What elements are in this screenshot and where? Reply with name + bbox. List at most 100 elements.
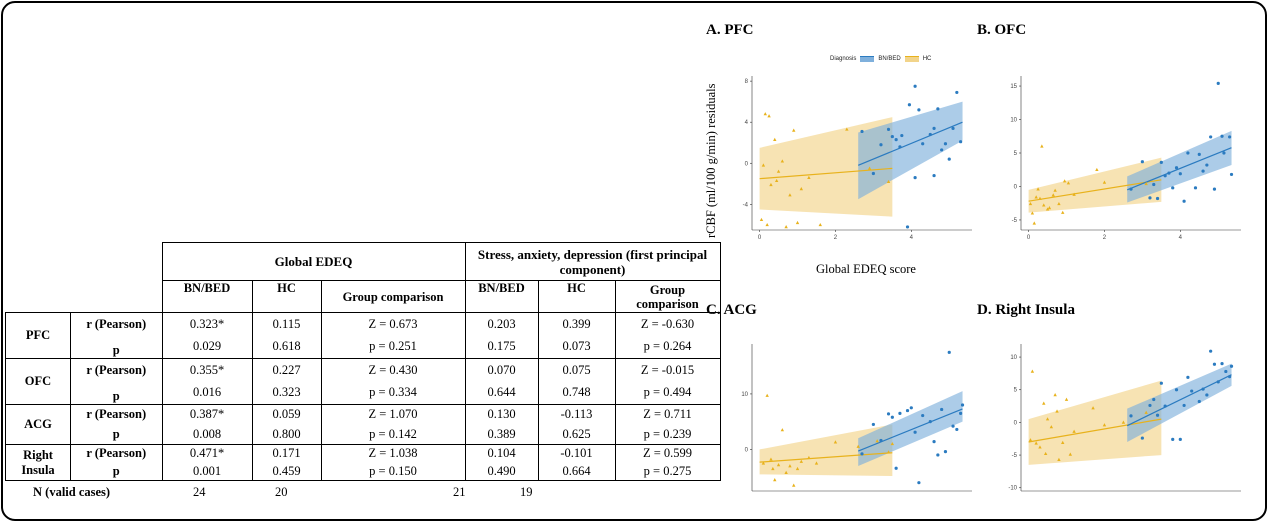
point-hc bbox=[1061, 210, 1065, 214]
point-bn-bed bbox=[1140, 436, 1144, 440]
point-bn-bed bbox=[913, 84, 917, 88]
point-bn-bed bbox=[1201, 387, 1205, 391]
legend-title: Diagnosis bbox=[830, 56, 857, 62]
x-tick-label: 2 bbox=[1103, 235, 1107, 241]
point-bn-bed bbox=[917, 108, 921, 112]
point-bn-bed bbox=[1129, 414, 1133, 418]
point-hc bbox=[799, 459, 804, 463]
point-hc bbox=[784, 470, 788, 474]
x-tick-label: 0 bbox=[1027, 235, 1031, 241]
point-bn-bed bbox=[943, 142, 948, 146]
point-hc bbox=[807, 455, 811, 460]
point-bn-bed bbox=[955, 427, 959, 432]
table-row: ACG r (Pearson) 0.387* 0.059 Z = 1.070 0… bbox=[5, 404, 721, 445]
chart-acg: 0 10 bbox=[741, 344, 972, 492]
point-hc bbox=[1043, 451, 1048, 456]
table-row: p 0.001 0.459 p = 0.150 0.490 0.664 p = … bbox=[6, 462, 721, 481]
subheader-hc: HC bbox=[538, 280, 616, 313]
point-hc bbox=[1028, 438, 1033, 442]
point-hc bbox=[1055, 409, 1059, 413]
fit-line-bn-bed bbox=[1126, 374, 1232, 427]
y-tick-label: 0 bbox=[745, 447, 749, 453]
point-hc bbox=[1091, 406, 1095, 410]
point-hc bbox=[1066, 181, 1071, 185]
point-hc bbox=[807, 175, 811, 179]
point-bn-bed bbox=[879, 438, 883, 443]
point-hc bbox=[1053, 393, 1057, 397]
table-row: p 0.016 0.323 p = 0.334 0.644 0.748 p = … bbox=[6, 381, 721, 405]
point-hc bbox=[886, 450, 891, 454]
y-tick-label: 5 bbox=[1014, 388, 1018, 394]
point-hc bbox=[1102, 180, 1107, 184]
point-bn-bed bbox=[932, 440, 936, 444]
point-hc bbox=[767, 114, 771, 118]
x-tick-label: 0 bbox=[758, 235, 762, 241]
point-hc bbox=[769, 457, 773, 461]
y-axis-label: rCBF (ml/100 g/min) residuals bbox=[704, 83, 718, 238]
point-bn-bed bbox=[1197, 152, 1201, 156]
point-bn-bed bbox=[959, 140, 963, 144]
n-value: 24 bbox=[193, 485, 206, 499]
point-bn-bed bbox=[886, 412, 891, 416]
point-hc bbox=[773, 137, 777, 141]
point-hc bbox=[799, 187, 804, 191]
point-hc bbox=[1038, 445, 1042, 449]
point-bn-bed bbox=[1229, 172, 1234, 177]
point-bn-bed bbox=[1178, 172, 1182, 176]
point-hc bbox=[1028, 201, 1033, 206]
y-tick-label: -4 bbox=[743, 202, 749, 208]
point-bn-bed bbox=[890, 415, 894, 419]
chart-ofc: -5 0 5 10 15 0 2 4 bbox=[1010, 76, 1241, 241]
fit-line-hc bbox=[1028, 418, 1162, 443]
subheader-group-comparison: Group comparison bbox=[321, 280, 466, 313]
point-bn-bed bbox=[1163, 174, 1167, 178]
point-hc bbox=[1061, 440, 1065, 444]
subheader-bn-bed: BN/BED bbox=[162, 280, 253, 313]
point-bn-bed bbox=[936, 107, 940, 111]
point-hc bbox=[774, 178, 779, 183]
y-tick-label: 10 bbox=[741, 392, 748, 398]
point-bn-bed bbox=[960, 403, 965, 407]
point-bn-bed bbox=[1174, 166, 1179, 170]
x-tick-label: 4 bbox=[910, 235, 914, 241]
point-bn-bed bbox=[898, 411, 902, 415]
y-tick-label: -10 bbox=[1008, 486, 1017, 492]
y-tick-label: 0 bbox=[745, 161, 749, 167]
point-bn-bed bbox=[1212, 362, 1217, 366]
point-hc bbox=[759, 217, 764, 222]
point-hc bbox=[771, 466, 775, 471]
table-row: PFC r (Pearson) 0.323* 0.115 Z = 0.673 0… bbox=[5, 312, 721, 359]
point-hc bbox=[769, 182, 773, 187]
legend-label-hc: HC bbox=[922, 56, 932, 62]
point-bn-bed bbox=[905, 408, 910, 413]
point-bn-bed bbox=[947, 350, 951, 354]
y-tick-label: 8 bbox=[745, 79, 749, 85]
point-bn-bed bbox=[1197, 399, 1201, 404]
point-bn-bed bbox=[1209, 135, 1213, 139]
y-tick-label: 5 bbox=[1014, 151, 1018, 157]
y-tick-label: 4 bbox=[745, 120, 749, 126]
point-hc bbox=[763, 112, 767, 116]
point-bn-bed bbox=[947, 157, 951, 161]
point-bn-bed bbox=[1193, 186, 1198, 190]
point-bn-bed bbox=[1129, 187, 1133, 191]
point-bn-bed bbox=[907, 103, 912, 107]
table-row: OFC r (Pearson) 0.355* 0.227 Z = 0.430 0… bbox=[5, 358, 721, 405]
point-hc bbox=[1102, 423, 1107, 427]
legend-swatch-hc bbox=[904, 56, 919, 62]
legend-label-bn-bed: BN/BED bbox=[878, 56, 901, 62]
point-bn-bed bbox=[928, 132, 932, 137]
point-bn-bed bbox=[1186, 375, 1190, 379]
point-bn-bed bbox=[1220, 134, 1224, 138]
point-bn-bed bbox=[932, 126, 936, 130]
point-hc bbox=[886, 179, 891, 184]
fit-line-hc bbox=[1028, 179, 1162, 202]
point-bn-bed bbox=[1159, 381, 1163, 385]
n-valid-cases-label: N (valid cases) bbox=[33, 485, 111, 499]
point-bn-bed bbox=[860, 129, 864, 134]
legend: Diagnosis BN/BED HC bbox=[830, 56, 931, 62]
point-bn-bed bbox=[913, 430, 917, 434]
point-hc bbox=[818, 222, 822, 227]
n-value: 21 bbox=[453, 485, 466, 499]
n-value: 19 bbox=[520, 485, 533, 499]
